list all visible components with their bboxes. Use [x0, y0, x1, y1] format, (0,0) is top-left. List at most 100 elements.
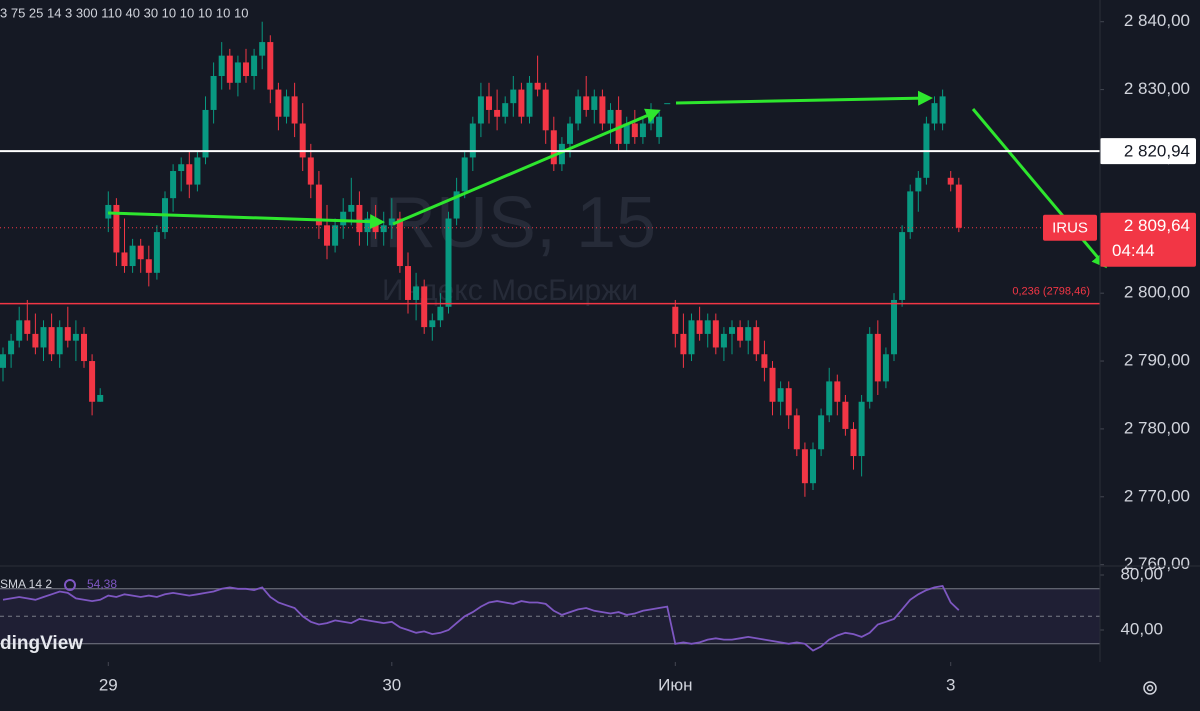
watermark: IRUS, 15: [364, 183, 656, 263]
candle-body: [899, 232, 906, 300]
candle-body: [712, 320, 719, 348]
candle-body: [348, 204, 355, 212]
candle-body: [510, 89, 517, 104]
candle-body: [299, 123, 306, 158]
candle-body: [405, 266, 412, 300]
candle-body: [340, 211, 347, 226]
candle-body: [607, 109, 614, 124]
candle-body: [315, 184, 322, 226]
candle-body: [40, 327, 47, 348]
y-tick-label: 2 790,00: [1124, 351, 1190, 370]
candle-body: [494, 109, 501, 117]
candle-body: [931, 103, 938, 124]
candle-body: [137, 245, 144, 260]
candle-body: [445, 218, 452, 307]
y-tick-label: 2 800,00: [1124, 283, 1190, 302]
gear-center[interactable]: [1146, 684, 1154, 692]
candle-body: [502, 103, 509, 117]
candle-body: [729, 327, 736, 334]
candle-body: [421, 286, 428, 328]
candle-body: [129, 245, 136, 267]
rsi-tick-label: 40,00: [1120, 619, 1163, 638]
candle-body: [396, 218, 403, 267]
watermark-subtitle: Индекс МосБиржи: [382, 274, 638, 307]
main-pane: [0, 21, 962, 497]
candle-body: [113, 204, 120, 253]
header: 3 75 25 14 3 300 110 40 30 10 10 10 10 1…: [0, 5, 248, 20]
candle-body: [915, 177, 922, 192]
candle-body: [56, 327, 63, 355]
fib-label: 0,236 (2798,46): [1012, 286, 1090, 298]
candle-body: [656, 116, 663, 138]
rsi-tick-bg: [1101, 620, 1200, 640]
candle-body: [939, 96, 946, 124]
candle-body: [32, 333, 39, 348]
price-label-box: [1100, 138, 1196, 165]
candle-body: [591, 96, 598, 110]
candle-body: [874, 333, 881, 382]
candle-body: [793, 415, 800, 450]
candle-body: [243, 62, 250, 77]
candle-body: [469, 123, 476, 158]
x-tick-label: 29: [99, 675, 118, 694]
candle-body: [858, 401, 865, 457]
candle-body: [575, 96, 582, 124]
candle-body: [307, 157, 314, 185]
candle-body: [534, 82, 541, 90]
candle-body: [186, 164, 193, 185]
y-tick-label: 2 830,00: [1124, 79, 1190, 98]
candle-body: [16, 320, 23, 341]
y-tick-label: 2 770,00: [1124, 486, 1190, 505]
candle-body: [672, 306, 679, 334]
price-label: 2 820,94: [1124, 142, 1190, 161]
candle-body: [761, 354, 768, 368]
candle-body: [704, 320, 711, 334]
candle-body: [753, 327, 760, 355]
candle-body: [145, 259, 152, 273]
candle-body: [429, 320, 436, 328]
candle-body: [437, 306, 444, 321]
x-tick-label: Июн: [658, 675, 692, 694]
candle-body: [202, 109, 209, 158]
candle-body: [567, 123, 574, 144]
candle-body: [72, 333, 79, 341]
candle-body: [97, 394, 104, 402]
rsi-title: SMA 14 2: [0, 577, 52, 591]
candle-body: [388, 218, 395, 226]
candle-body: [907, 191, 914, 233]
y-tick-label: 2 780,00: [1124, 418, 1190, 437]
candle-body: [48, 327, 55, 355]
candle-body: [558, 143, 565, 165]
arrow: [107, 211, 385, 230]
x-tick-label: 3: [946, 675, 955, 694]
candle-body: [356, 204, 363, 233]
candle-body: [267, 42, 274, 90]
rsi-pane: 80,00 40,00 SMA 14 2 54,38: [0, 564, 1200, 652]
candle-body: [737, 327, 744, 341]
candle-body: [850, 428, 857, 457]
candle-body: [542, 89, 549, 131]
ticker-box: [1043, 214, 1097, 241]
candle-body: [599, 96, 606, 124]
candle-body: [461, 157, 468, 192]
candle-body: [842, 401, 849, 429]
candle-body: [453, 191, 460, 219]
candle-body: [380, 225, 387, 233]
gear[interactable]: [1143, 681, 1157, 695]
candle-body: [955, 184, 962, 228]
candle-body: [834, 381, 841, 402]
candle-body: [518, 89, 525, 117]
candle-body: [413, 286, 420, 300]
candle-body: [583, 96, 590, 110]
settings-icon[interactable]: [1143, 681, 1157, 695]
candle-body: [194, 157, 201, 185]
candle-body: [526, 82, 533, 117]
candle-body: [680, 333, 687, 355]
candle-body: [24, 320, 31, 334]
last-price-label: 2 809,64: [1124, 216, 1190, 235]
arrow: [392, 108, 661, 226]
last-price-box: [1100, 212, 1196, 267]
arrow: [675, 90, 933, 106]
candle-body: [332, 225, 339, 246]
